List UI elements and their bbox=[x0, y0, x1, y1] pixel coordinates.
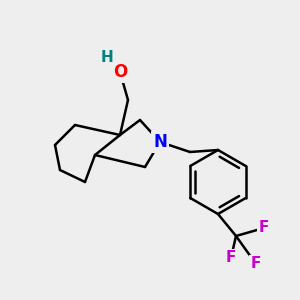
Text: N: N bbox=[153, 133, 167, 151]
Text: F: F bbox=[259, 220, 269, 236]
Text: F: F bbox=[251, 256, 261, 272]
Text: H: H bbox=[100, 50, 113, 64]
Text: O: O bbox=[113, 63, 127, 81]
Text: F: F bbox=[226, 250, 236, 266]
